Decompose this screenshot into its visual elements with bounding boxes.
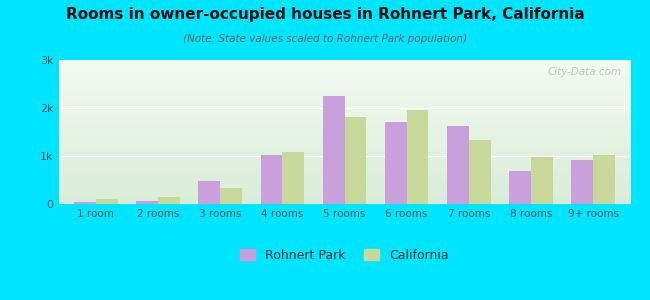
Text: Rooms in owner-occupied houses in Rohnert Park, California: Rooms in owner-occupied houses in Rohner… [66,8,584,22]
Bar [158,197,180,204]
Bar [261,155,282,204]
Bar [593,155,615,204]
Bar [531,158,552,204]
Text: City-Data.com: City-Data.com [548,67,622,77]
Bar [198,181,220,204]
Bar [469,140,491,204]
Bar [282,152,304,204]
Bar [509,171,531,204]
Bar [96,199,118,204]
Bar [385,122,407,204]
Bar [323,95,345,204]
Legend: Rohnert Park, California: Rohnert Park, California [235,244,454,267]
Bar [136,201,158,204]
Bar [447,126,469,204]
Bar [407,110,428,204]
Bar [344,117,366,204]
Text: (Note: State values scaled to Rohnert Park population): (Note: State values scaled to Rohnert Pa… [183,34,467,44]
Bar [220,188,242,204]
Bar [571,160,593,204]
Bar [74,202,96,204]
